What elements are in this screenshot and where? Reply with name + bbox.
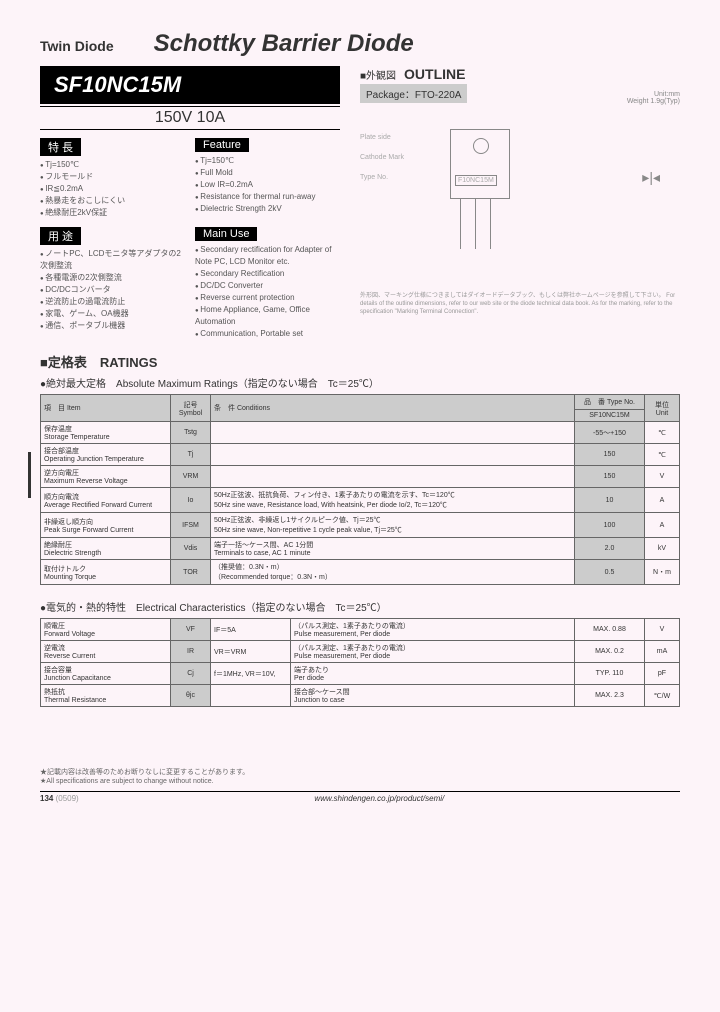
outline-column: ■外観図 OUTLINE Package：FTO-220A Unit:mm We…	[360, 66, 680, 340]
table-row: 接合部温度Operating Junction Temperature Tj 1…	[41, 444, 680, 466]
th-type: SF10NC15M	[575, 410, 645, 422]
abs-max-title: ●絶対最大定格 Absolute Maximum Ratings（指定のない場合…	[40, 375, 680, 390]
outline-drawing: F10NC15M ▸|◂ Plate side Cathode Mark Typ…	[360, 109, 680, 289]
table-row: 絶縁耐圧Dielectric Strength Vdis 端子一括～ケース間、A…	[41, 538, 680, 560]
list-item: DC/DC Converter	[195, 280, 340, 292]
list-item: Full Mold	[195, 167, 340, 179]
list-item: IR≦0.2mA	[40, 183, 185, 195]
list-item: Secondary Rectification	[195, 268, 340, 280]
footer-notes: ★記載内容は改善等のためお断りなしに変更することがあります。 ★All spec…	[40, 767, 680, 785]
uses-en-list: Secondary rectification for Adapter of N…	[195, 244, 340, 340]
th-unit: 単位 Unit	[645, 395, 680, 422]
table-row: 接合容量Junction Capacitance Cj f＝1MHz, VR＝1…	[41, 663, 680, 685]
electrical-title: ●電気的・熱的特性 Electrical Characteristics（指定の…	[40, 599, 680, 614]
uses-jp-label: 用 途	[40, 227, 81, 245]
features-jp-list: Tj=150℃フルモールドIR≦0.2mA熱暴走をおこしにくい絶縁耐圧2kV保証	[40, 159, 185, 219]
list-item: Secondary rectification for Adapter of N…	[195, 244, 340, 268]
features-en-label: Feature	[195, 138, 249, 152]
table-row: 順方向電流Average Rectified Forward Current I…	[41, 488, 680, 513]
table-row: 順電圧Forward Voltage VF IF＝5A （パルス測定、1素子あた…	[41, 619, 680, 641]
table-row: 保存温度Storage Temperature Tstg -55～+150 ℃	[41, 422, 680, 444]
part-number: SF10NC15M	[54, 72, 181, 97]
side-marker	[28, 452, 31, 498]
list-item: Tj=150℃	[195, 155, 340, 167]
table-row: 非繰返し順方向Peak Surge Forward Current IFSM 5…	[41, 513, 680, 538]
left-column: SF10NC15M 150V 10A 特 長 Tj=150℃フルモールドIR≦0…	[40, 66, 340, 340]
ratings-section-title: ■定格表 RATINGS	[40, 352, 680, 371]
electrical-table: 順電圧Forward Voltage VF IF＝5A （パルス測定、1素子あた…	[40, 618, 680, 707]
table-row: 逆電流Reverse Current IR VR＝VRM （パルス測定、1素子あ…	[41, 641, 680, 663]
th-item: 項 目 Item	[41, 395, 171, 422]
footer-line: 134 (0509) www.shindengen.co.jp/product/…	[40, 791, 680, 803]
list-item: 絶縁耐圧2kV保証	[40, 207, 185, 219]
list-item: 各種電源の2次側整流	[40, 272, 185, 284]
outline-en: OUTLINE	[404, 66, 465, 82]
list-item: Resistance for thermal run-away	[195, 191, 340, 203]
list-item: 家電、ゲーム、OA機器	[40, 308, 185, 320]
footer-url: www.shindengen.co.jp/product/semi/	[314, 794, 444, 803]
table-row: 逆方向電圧Maximum Reverse Voltage VRM 150 V	[41, 466, 680, 488]
list-item: DC/DCコンバータ	[40, 284, 185, 296]
main-title: Schottky Barrier Diode	[154, 30, 414, 58]
uses-jp-list: ノートPC、LCDモニタ等アダプタの2次側整流各種電源の2次側整流DC/DCコン…	[40, 248, 185, 332]
outline-jp: ■外観図	[360, 67, 396, 82]
list-item: ノートPC、LCDモニタ等アダプタの2次側整流	[40, 248, 185, 272]
th-symbol: 記号 Symbol	[171, 395, 211, 422]
list-item: 通信、ポータブル機器	[40, 320, 185, 332]
package-bar: Package：FTO-220A	[360, 84, 467, 103]
table-row: 熱抵抗Thermal Resistance θjc 接合部～ケース間Juncti…	[41, 685, 680, 707]
abs-max-table: 項 目 Item 記号 Symbol 条 件 Conditions 品 番 Ty…	[40, 394, 680, 585]
list-item: Dielectric Strength 2kV	[195, 203, 340, 215]
list-item: 逆流防止の過電流防止	[40, 296, 185, 308]
th-conditions: 条 件 Conditions	[211, 395, 575, 422]
category-label: Twin Diode	[40, 38, 114, 54]
uses-en-label: Main Use	[195, 227, 257, 241]
list-item: Reverse current protection	[195, 292, 340, 304]
list-item: 熱暴走をおこしにくい	[40, 195, 185, 207]
th-typeno: 品 番 Type No.	[575, 395, 645, 410]
outline-note: 外形図、マーキング仕様につきましてはダイオードデータブック、もしくは弊社ホームペ…	[360, 293, 680, 316]
features-en-list: Tj=150℃Full MoldLow IR=0.2mAResistance f…	[195, 155, 340, 215]
features-jp-label: 特 長	[40, 138, 81, 156]
list-item: Tj=150℃	[40, 159, 185, 171]
table-row: 取付けトルクMounting Torque TOR （推奨値：0.3N・m）（R…	[41, 560, 680, 585]
list-item: Communication, Portable set	[195, 328, 340, 340]
list-item: Low IR=0.2mA	[195, 179, 340, 191]
part-number-box: SF10NC15M	[40, 66, 340, 104]
list-item: Home Appliance, Game, Office Automation	[195, 304, 340, 328]
list-item: フルモールド	[40, 171, 185, 183]
rating-line: 150V 10A	[40, 106, 340, 130]
